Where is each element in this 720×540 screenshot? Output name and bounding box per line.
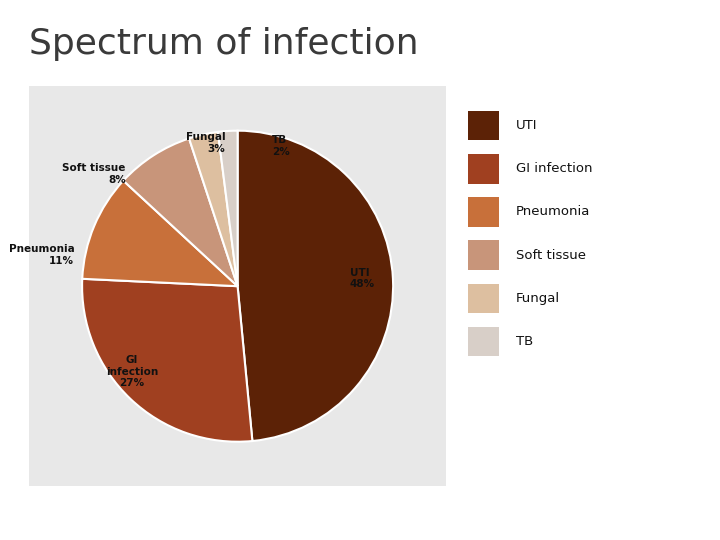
Wedge shape [82, 181, 238, 286]
Text: Fungal: Fungal [516, 292, 559, 305]
Text: Pneumonia: Pneumonia [516, 205, 590, 219]
Text: Soft tissue: Soft tissue [516, 248, 585, 262]
Wedge shape [238, 131, 393, 441]
Text: Pneumonia
11%: Pneumonia 11% [9, 244, 74, 266]
Text: Soft tissue
8%: Soft tissue 8% [62, 164, 125, 185]
Wedge shape [218, 131, 238, 286]
Text: TB
2%: TB 2% [272, 136, 289, 157]
FancyBboxPatch shape [468, 154, 499, 184]
Text: Fungal
3%: Fungal 3% [186, 132, 225, 154]
Text: TB: TB [516, 335, 533, 348]
Wedge shape [123, 138, 238, 286]
Text: Spectrum of infection: Spectrum of infection [29, 27, 418, 61]
FancyBboxPatch shape [468, 284, 499, 313]
FancyBboxPatch shape [468, 240, 499, 270]
FancyBboxPatch shape [468, 197, 499, 227]
Wedge shape [189, 132, 238, 286]
Text: GI
infection
27%: GI infection 27% [106, 355, 158, 388]
Wedge shape [82, 279, 253, 442]
FancyBboxPatch shape [468, 327, 499, 356]
Text: UTI: UTI [516, 119, 537, 132]
Text: GI infection: GI infection [516, 162, 592, 176]
Text: UTI
48%: UTI 48% [350, 268, 374, 289]
FancyBboxPatch shape [468, 111, 499, 140]
